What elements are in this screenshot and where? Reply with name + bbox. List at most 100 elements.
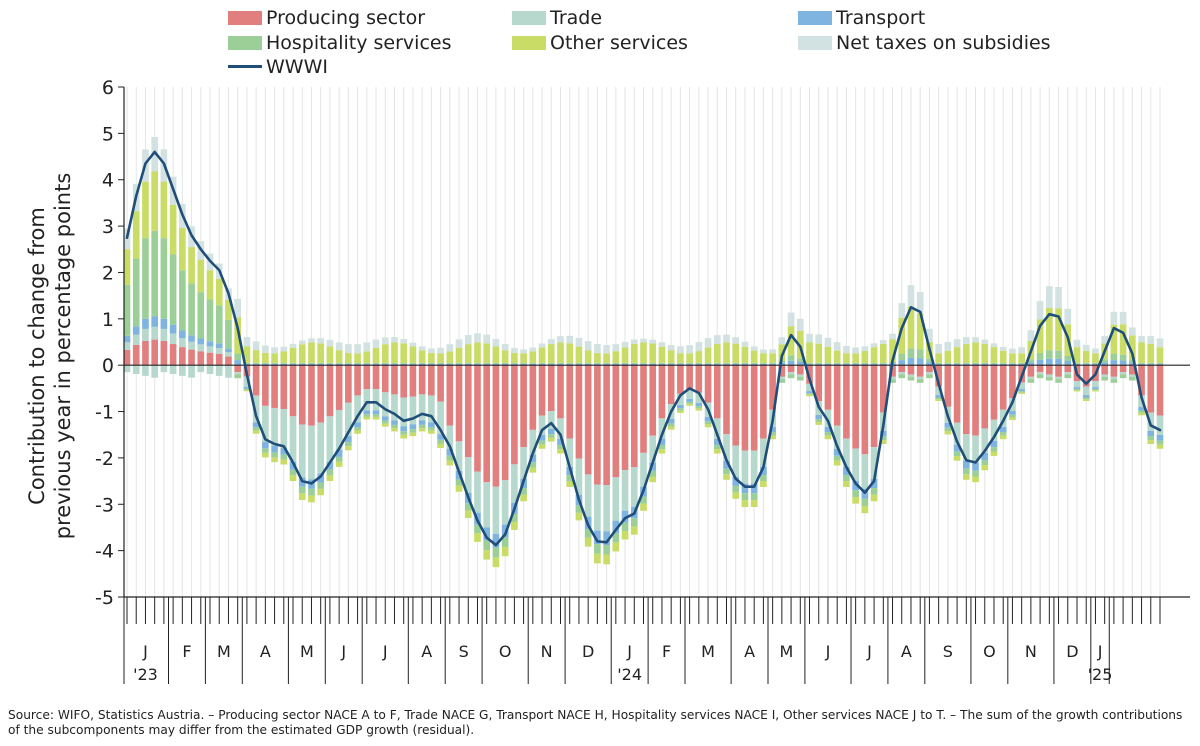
- bar-segment-h: [391, 362, 398, 364]
- bar-segment-o: [953, 347, 961, 363]
- bar-segment-n: [750, 346, 758, 351]
- bar-segment-h: [483, 362, 491, 364]
- bar-segment-n: [916, 292, 924, 314]
- bar-segment-p: [981, 365, 989, 429]
- bar-segment-tr: [833, 363, 841, 366]
- legend-transport: Transport: [798, 7, 925, 29]
- bar-segment-tr: [271, 363, 278, 366]
- bar-segment-t: [1101, 374, 1108, 377]
- bar-segment-t: [870, 447, 878, 479]
- bar-segment-t: [197, 344, 205, 352]
- bar-segment-tr: [1009, 411, 1016, 415]
- bar-segment-p: [612, 365, 620, 478]
- bar-segment-p: [372, 365, 380, 390]
- bar-segment-h: [926, 358, 933, 363]
- bar-segment-h: [437, 439, 444, 444]
- bar-segment-p: [704, 365, 712, 403]
- bar-segment-tr: [843, 363, 850, 366]
- bar-segment-h: [972, 470, 979, 477]
- bar-segment-n: [317, 338, 325, 344]
- legend-label: Producing sector: [266, 7, 426, 29]
- y-tick-label: -2: [95, 448, 114, 470]
- bar-segment-n: [704, 338, 712, 348]
- bar-segment-t: [658, 418, 666, 439]
- bar-segment-p: [511, 365, 518, 465]
- bar-segment-t: [594, 484, 601, 531]
- bar-segment-tr: [806, 363, 813, 366]
- bar-segment-o: [944, 350, 952, 363]
- bar-segment-h: [566, 475, 574, 482]
- bar-segment-o: [815, 343, 823, 363]
- bar-segment-tr: [1101, 362, 1108, 366]
- wwwi-line: [125, 150, 1162, 547]
- bar-segment-t: [677, 393, 684, 406]
- bar-segment-t: [640, 452, 647, 487]
- bar-segment-o: [723, 342, 730, 363]
- bar-segment-h: [621, 522, 629, 532]
- bar-segment-tr: [852, 363, 859, 366]
- bar-segment-tr: [1092, 363, 1099, 366]
- bar-segment-h: [271, 452, 278, 458]
- bar-segment-h: [474, 524, 481, 534]
- bar-segment-h: [750, 362, 758, 364]
- bar-segment-h: [547, 434, 555, 438]
- bar-segment-o: [879, 343, 887, 363]
- bar-segment-tr: [981, 452, 989, 461]
- y-tick-label: 3: [102, 216, 114, 238]
- bar-segment-h: [1064, 374, 1072, 379]
- bar-segment-p: [713, 365, 721, 419]
- bar-segment-p: [926, 365, 933, 373]
- bar-segment-t: [418, 394, 426, 421]
- bar-segment-o: [704, 424, 712, 428]
- bar-segment-p: [391, 365, 398, 395]
- bar-segment-tr: [658, 363, 666, 366]
- bar-segment-h: [1009, 414, 1016, 418]
- y-axis-title-line1: Contribution to change from: [25, 207, 49, 505]
- bar-segment-h: [520, 362, 527, 364]
- bar-segment-tr: [1046, 358, 1053, 366]
- bar-segment-tr: [990, 440, 998, 448]
- bar-segment-n: [326, 339, 334, 347]
- bar-segment-o: [455, 485, 463, 492]
- bar-segment-h: [612, 533, 620, 543]
- bar-segment-p: [335, 365, 343, 411]
- bar-segment-p: [317, 365, 325, 423]
- bar-segment-h: [123, 284, 131, 336]
- bar-segment-p: [796, 365, 804, 375]
- bar-segment-n: [981, 339, 989, 344]
- bar-segment-tr: [953, 444, 961, 452]
- bar-segment-o: [741, 346, 749, 363]
- bar-segment-n: [843, 345, 850, 354]
- bar-segment-n: [667, 344, 675, 351]
- x-month-label: J: [866, 642, 872, 661]
- bar-segment-h: [160, 238, 168, 319]
- bar-segment-o: [677, 410, 684, 413]
- bar-segment-h: [1046, 376, 1053, 381]
- bar-segment-o: [197, 259, 205, 293]
- bar-segment-tr: [132, 326, 140, 335]
- bar-segment-tr: [298, 363, 306, 366]
- bar-segment-h: [999, 362, 1007, 364]
- bar-segment-p: [501, 365, 509, 481]
- y-tick-label: -1: [95, 402, 114, 424]
- bar-segment-n: [511, 348, 518, 354]
- bar-segment-o: [1156, 347, 1164, 363]
- bar-segment-tr: [713, 438, 721, 445]
- bar-segment-p: [1046, 365, 1053, 375]
- bar-segment-tr: [547, 363, 555, 366]
- bar-segment-o: [557, 449, 564, 454]
- bar-segment-n: [1156, 338, 1164, 348]
- bar-segment-p: [621, 365, 629, 471]
- bar-segment-t: [787, 372, 795, 375]
- bar-segment-n: [234, 298, 241, 318]
- bar-segment-h: [1036, 353, 1044, 360]
- bar-segment-n: [271, 347, 278, 354]
- bar-segment-tr: [243, 363, 251, 366]
- bar-segment-o: [326, 475, 334, 482]
- grid: [126, 87, 1161, 597]
- bar-segment-h: [704, 362, 712, 364]
- bar-segment-t: [603, 485, 610, 532]
- bar-segment-tr: [704, 363, 712, 366]
- bar-segment-o: [769, 353, 776, 363]
- bar-segment-p: [898, 365, 906, 373]
